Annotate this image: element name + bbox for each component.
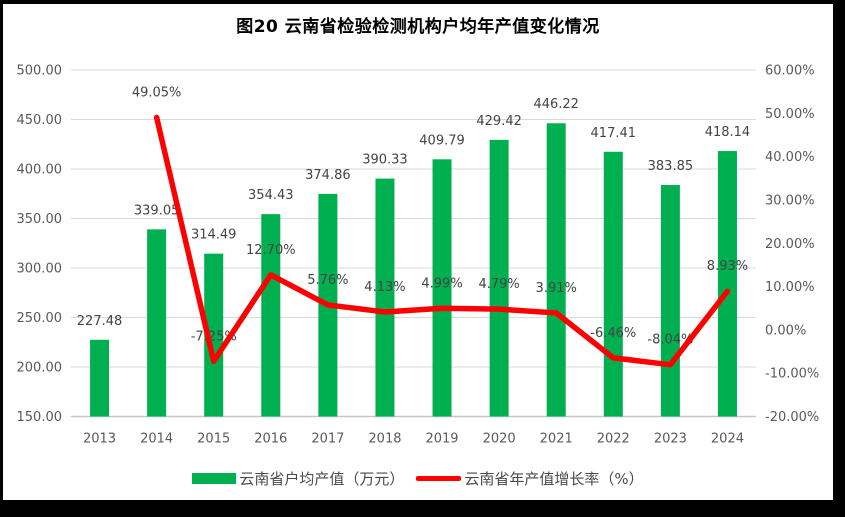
- left-axis-tick-label: 200.00: [17, 361, 63, 376]
- bar: [603, 151, 623, 417]
- x-axis-category-label: 2022: [597, 432, 630, 447]
- x-axis-category-label: 2015: [197, 432, 230, 447]
- line-series-legend-label: 云南省年产值增长率（%）: [464, 469, 644, 488]
- line-series: [153, 114, 731, 368]
- bar: [147, 229, 167, 417]
- line-value-label: 5.76%: [307, 273, 348, 288]
- right-axis-tick-label: 0.00%: [765, 323, 806, 338]
- left-axis-tick-label: 350.00: [17, 212, 63, 227]
- bar-value-label: 339.05: [134, 203, 180, 218]
- bar: [660, 184, 680, 417]
- bar-value-label: 354.43: [248, 188, 294, 203]
- bar-value-label: 429.42: [476, 114, 522, 129]
- line-value-label: 12.70%: [246, 243, 296, 258]
- x-axis-category-label: 2020: [483, 432, 516, 447]
- line-series-swatch-icon: [416, 475, 462, 481]
- right-axis-tick-label: 30.00%: [765, 193, 815, 208]
- legend: 云南省户均产值（万元） 云南省年产值增长率（%）: [3, 466, 833, 490]
- bar: [261, 214, 281, 417]
- x-axis-category-label: 2019: [425, 432, 458, 447]
- bar-value-label: 314.49: [191, 228, 237, 243]
- bar-value-label: 446.22: [533, 97, 579, 112]
- bar: [489, 139, 509, 417]
- left-axis-tick-label: 500.00: [17, 64, 63, 79]
- x-axis-category-label: 2013: [83, 432, 116, 447]
- chart-canvas: [3, 4, 833, 500]
- x-axis-category-label: 2021: [540, 432, 573, 447]
- right-axis-tick-label: 20.00%: [765, 237, 815, 252]
- right-axis-tick-label: 50.00%: [765, 107, 815, 122]
- x-axis-category-label: 2024: [711, 432, 744, 447]
- bar-value-label: 417.41: [591, 126, 637, 141]
- x-axis-category-label: 2017: [311, 432, 344, 447]
- line-value-label: 8.93%: [707, 259, 748, 274]
- bar-value-label: 418.14: [705, 125, 751, 140]
- bar: [90, 339, 110, 417]
- chart-title: 图20 云南省检验检测机构户均年产值变化情况: [236, 17, 600, 37]
- line-value-label: -8.04%: [647, 333, 693, 348]
- bar-value-label: 227.48: [77, 314, 123, 329]
- left-axis-tick-label: 400.00: [17, 163, 63, 178]
- left-axis-tick-label: 150.00: [17, 410, 63, 425]
- bar: [375, 178, 395, 417]
- bar-series-legend-label: 云南省户均产值（万元）: [239, 469, 405, 488]
- right-axis-tick-label: 60.00%: [765, 64, 815, 79]
- x-axis-category-label: 2018: [368, 432, 401, 447]
- bar: [717, 151, 737, 417]
- line-value-label: 49.05%: [132, 85, 182, 100]
- bar-value-label: 409.79: [419, 133, 465, 148]
- x-axis-category-label: 2014: [140, 432, 173, 447]
- bar-series-swatch-icon: [192, 472, 237, 484]
- line-value-label: 4.79%: [478, 277, 519, 292]
- bar-value-label: 390.33: [362, 153, 408, 168]
- x-axis-category-label: 2016: [254, 432, 287, 447]
- right-axis-tick-label: 10.00%: [765, 280, 815, 295]
- bar: [204, 253, 224, 417]
- left-axis-tick-label: 250.00: [17, 311, 63, 326]
- x-axis-category-label: 2023: [654, 432, 687, 447]
- line-value-label: -6.46%: [590, 326, 636, 341]
- left-axis-tick-label: 300.00: [17, 262, 63, 277]
- bar: [546, 123, 566, 417]
- line-value-label: 4.13%: [364, 280, 405, 295]
- legend-item-bar-series: 云南省户均产值（万元）: [192, 468, 404, 489]
- bar-value-label: 383.85: [648, 159, 694, 174]
- bar-value-label: 374.86: [305, 168, 351, 183]
- right-axis-tick-label: -10.00%: [765, 367, 819, 382]
- line-value-label: 4.99%: [421, 276, 462, 291]
- bar: [432, 159, 452, 417]
- line-value-label: 3.91%: [536, 281, 577, 296]
- left-axis-tick-label: 450.00: [17, 113, 63, 128]
- right-axis-tick-label: -20.00%: [765, 410, 819, 425]
- right-axis-tick-label: 40.00%: [765, 150, 815, 165]
- legend-item-line-series: 云南省年产值增长率（%）: [416, 468, 644, 489]
